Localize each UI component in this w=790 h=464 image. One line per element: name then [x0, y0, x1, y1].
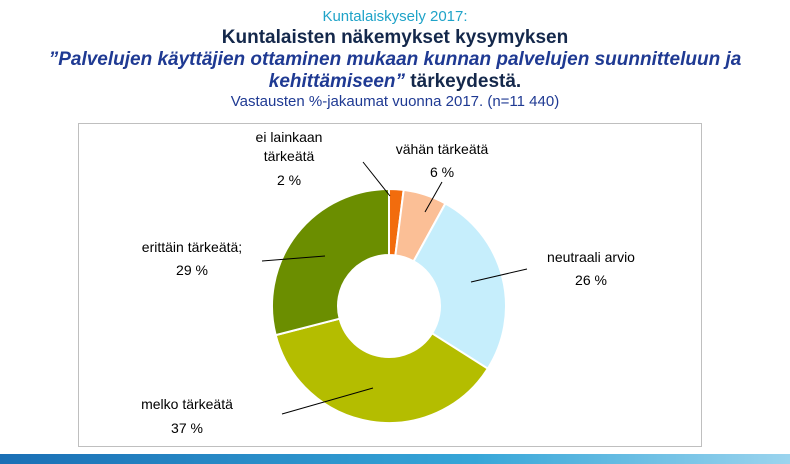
leader-line-melko	[281, 387, 374, 415]
data-label-erittain: erittäin tärkeätä; 29 %	[142, 239, 326, 278]
chart-title-line-3: kehittämiseen” tärkeydestä.	[0, 71, 790, 93]
title-quote-part-2: kehittämiseen”	[268, 71, 406, 92]
title-quote-part-1: ”Palvelujen käyttäjien ottaminen mukaan …	[48, 49, 742, 70]
data-label-neutraali: neutraali arvio 26 %	[470, 249, 635, 288]
data-label-vahan: vähän tärkeätä 6 %	[396, 141, 489, 213]
category-label-ei-lainkaan: ei lainkaan	[256, 129, 323, 145]
slice-melko	[274, 317, 490, 424]
value-label-neutraali: 26 %	[575, 272, 607, 288]
value-label-ei-lainkaan: 2 %	[277, 172, 301, 188]
value-label-melko: 37 %	[171, 420, 203, 436]
data-label-ei-lainkaan: ei lainkaan tärkeätä 2 %	[256, 129, 391, 197]
slice-neutraali	[412, 202, 507, 371]
chart-supertitle: Kuntalaiskysely 2017:	[322, 8, 468, 25]
data-label-melko: melko tärkeätä 37 %	[141, 387, 374, 436]
leader-line-ei-lainkaan	[362, 161, 391, 197]
leader-line-erittain	[261, 255, 326, 262]
chart-title-line-1: Kuntalaisten näkemykset kysymyksen	[221, 27, 569, 48]
slice-erittain	[271, 187, 390, 337]
leader-line-vahan	[424, 181, 443, 213]
title-rest: tärkeydestä.	[405, 71, 522, 92]
leader-line-neutraali	[470, 268, 528, 283]
category-label-melko: melko tärkeätä	[141, 396, 233, 412]
category-label-ei-lainkaan: tärkeätä	[264, 148, 315, 164]
chart-area: ei lainkaan tärkeätä 2 % vähän tärkeätä 6 % n…	[78, 123, 702, 447]
bottom-accent-bar	[0, 454, 790, 464]
category-label-vahan: vähän tärkeätä	[396, 141, 489, 157]
chart-title-line-2: ”Palvelujen käyttäjien ottaminen mukaan …	[0, 49, 790, 71]
chart-subtitle: Vastausten %-jakaumat vuonna 2017. (n=11…	[230, 93, 560, 110]
value-label-vahan: 6 %	[430, 164, 454, 180]
value-label-erittain: 29 %	[176, 262, 208, 278]
donut-chart: ei lainkaan tärkeätä 2 % vähän tärkeätä 6 % n…	[141, 129, 635, 436]
category-label-neutraali: neutraali arvio	[547, 249, 635, 265]
category-label-erittain: erittäin tärkeätä;	[142, 239, 242, 255]
